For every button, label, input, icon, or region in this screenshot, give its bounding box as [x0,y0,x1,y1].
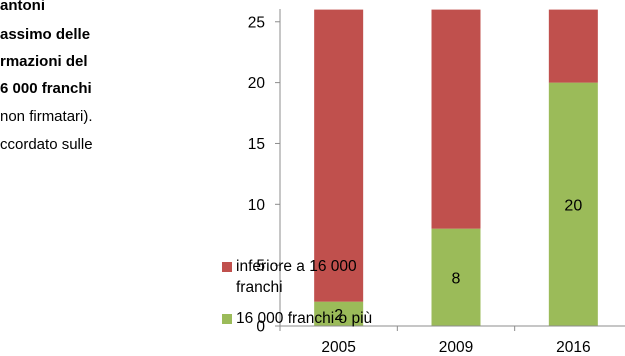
y-tick-label: 20 [248,75,266,92]
data-label: 2 [334,307,343,324]
bar-segment [431,228,481,326]
bar-segment [548,9,598,83]
bar-segment [431,9,481,229]
y-tick-label: 0 [256,319,265,336]
y-tick-label: 15 [248,136,265,153]
bar-segment [314,301,364,326]
y-tick-label: 10 [248,197,266,214]
text-line: 6 000 franchi [0,80,92,97]
text-line: rmazioni del [0,53,88,70]
text-line: assimo delle [0,26,91,43]
x-tick-label: 2016 [556,339,590,356]
legend-label: inferiore a 16 000 [236,258,357,275]
data-label: 8 [452,270,461,287]
legend-swatch [222,262,232,272]
legend-label: 16 000 franchi o più [236,310,373,327]
y-tick-label: 25 [248,14,265,31]
bar-segment [548,82,598,326]
y-tick-label: 5 [256,258,265,275]
data-label: 20 [564,197,582,214]
text-line: ccordato sulle [0,136,93,153]
x-tick-label: 2009 [439,339,473,356]
legend-label: franchi [236,279,283,296]
bar-segment [314,9,364,302]
x-tick-label: 2005 [321,339,355,356]
text-line: antoni [0,0,45,14]
legend-swatch [222,314,232,324]
text-line: non firmatari). [0,108,93,125]
